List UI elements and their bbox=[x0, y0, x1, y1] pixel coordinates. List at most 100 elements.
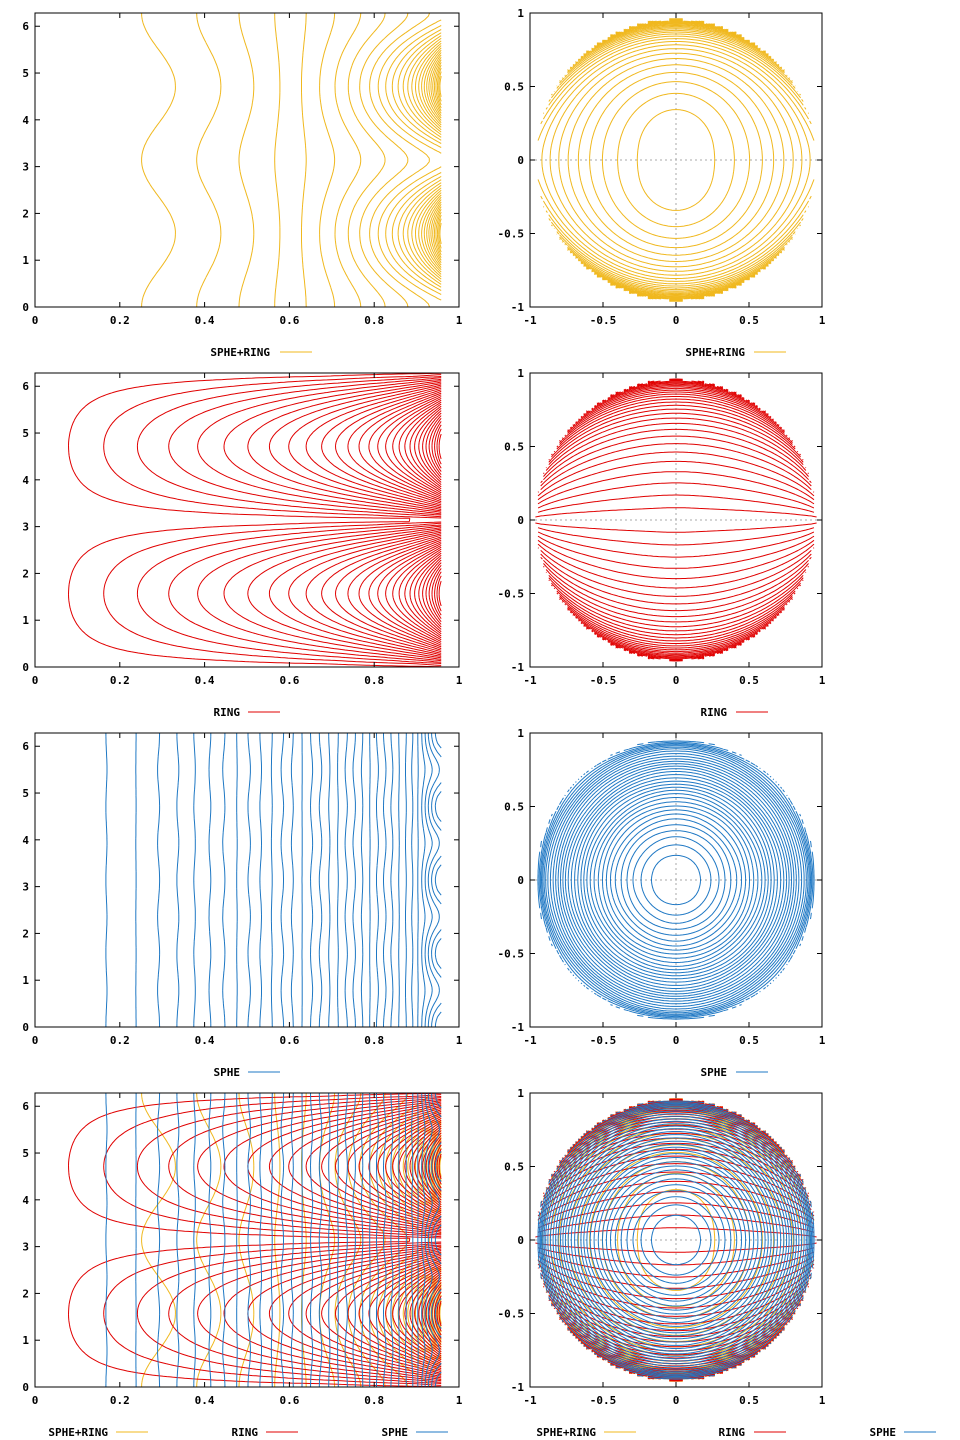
x-tick-label: -1 bbox=[523, 1034, 537, 1047]
contour-line bbox=[647, 378, 705, 662]
contour-line bbox=[577, 1140, 775, 1340]
contour-line bbox=[557, 1120, 795, 1360]
x-tick-label: 0.8 bbox=[364, 674, 384, 687]
x-tick-label: 1 bbox=[819, 1394, 826, 1407]
contour-line bbox=[538, 1101, 814, 1379]
contour-line bbox=[543, 746, 809, 1014]
contour-line bbox=[414, 1127, 442, 1353]
y-tick-label: 4 bbox=[22, 1194, 29, 1207]
contour-line bbox=[358, 392, 442, 648]
contour-line bbox=[549, 753, 803, 1007]
x-tick-label: 0.5 bbox=[739, 314, 759, 327]
contour-line bbox=[436, 1148, 442, 1332]
y-tick-label: -0.5 bbox=[498, 948, 525, 961]
contour-line bbox=[318, 732, 323, 1028]
contour-line bbox=[586, 22, 766, 298]
contour-line bbox=[593, 1157, 759, 1323]
contour-line bbox=[567, 27, 785, 293]
legend-label: SPHE+RING bbox=[685, 346, 745, 359]
contour-line bbox=[549, 1113, 803, 1367]
panel-p1: 0 0.2 0.4 0.6 0.8 1 0 1 2 3 4 5 6 SPHE+RING bbox=[22, 12, 463, 359]
contour-line bbox=[268, 1103, 442, 1377]
contour-line bbox=[647, 18, 705, 302]
contour-line bbox=[157, 1092, 161, 1388]
contour-line bbox=[328, 1093, 331, 1387]
contour-line bbox=[431, 421, 442, 619]
contour-line bbox=[556, 398, 796, 642]
contour-line bbox=[398, 1093, 400, 1387]
legend: SPHE+RING bbox=[685, 346, 786, 359]
contour-line bbox=[247, 381, 442, 659]
contour-line bbox=[409, 405, 442, 635]
contour-line bbox=[548, 33, 804, 287]
x-tick-label: 0 bbox=[673, 1034, 680, 1047]
contour-line bbox=[602, 1165, 750, 1315]
contour-line bbox=[280, 732, 285, 1028]
y-tick-label: 0 bbox=[517, 1234, 524, 1247]
contour-line bbox=[597, 1161, 755, 1319]
contour-line bbox=[334, 12, 362, 308]
contour-line bbox=[542, 1105, 810, 1375]
contour-line bbox=[421, 1092, 426, 1388]
contour-line bbox=[537, 471, 815, 569]
x-tick-label: 1 bbox=[819, 314, 826, 327]
x-tick-label: 0.8 bbox=[364, 1394, 384, 1407]
contour-line bbox=[434, 1092, 442, 1388]
y-tick-label: 1 bbox=[22, 614, 29, 627]
y-tick-label: 5 bbox=[22, 787, 29, 800]
contour-line bbox=[268, 383, 442, 657]
contour-line bbox=[567, 771, 785, 989]
contour-line bbox=[632, 1196, 720, 1284]
contour-line bbox=[222, 733, 226, 1027]
contour-line bbox=[176, 733, 180, 1027]
panel-p8: -1 -0.5 0 0.5 1 -1 -0.5 0 0.5 1 SPHE+RING RING SPHE bbox=[498, 1087, 936, 1439]
y-tick-label: 5 bbox=[22, 67, 29, 80]
contour-line bbox=[574, 777, 778, 983]
y-tick-label: 0 bbox=[517, 154, 524, 167]
contour-line bbox=[540, 428, 812, 612]
contour-line bbox=[614, 818, 738, 942]
contour-line bbox=[319, 12, 336, 308]
y-tick-label: 0.5 bbox=[504, 441, 524, 454]
contour-line bbox=[421, 732, 426, 1028]
y-tick-label: -0.5 bbox=[498, 228, 525, 241]
contour-line bbox=[141, 12, 176, 308]
contour-line bbox=[551, 31, 801, 289]
contour-line bbox=[105, 1093, 108, 1387]
contour-line bbox=[542, 745, 810, 1015]
contour-line bbox=[547, 1110, 805, 1370]
contour-line bbox=[583, 1146, 769, 1334]
contour-line bbox=[259, 733, 262, 1027]
contour-line bbox=[259, 1093, 262, 1387]
contour-line bbox=[438, 1153, 442, 1327]
contour-line bbox=[632, 836, 720, 924]
y-tick-label: 1 bbox=[517, 7, 524, 20]
contour-line bbox=[541, 744, 811, 1016]
x-tick-label: 1 bbox=[456, 1394, 463, 1407]
contour-line bbox=[557, 760, 795, 1000]
contour-line bbox=[247, 1093, 251, 1387]
contour-line bbox=[567, 25, 785, 295]
series-sphe bbox=[105, 1092, 442, 1388]
contour-line bbox=[538, 741, 814, 1019]
x-tick-label: -0.5 bbox=[590, 1034, 617, 1047]
contour-line bbox=[427, 732, 440, 1028]
contour-line bbox=[439, 1156, 442, 1324]
contour-line bbox=[414, 407, 442, 633]
y-tick-label: 5 bbox=[22, 427, 29, 440]
y-tick-label: 0 bbox=[517, 874, 524, 887]
contour-line bbox=[540, 38, 812, 282]
contour-line bbox=[596, 381, 756, 659]
contour-line bbox=[614, 1178, 738, 1302]
contour-line bbox=[405, 733, 407, 1027]
legend: SPHE bbox=[214, 1066, 280, 1079]
contour-line bbox=[601, 81, 751, 239]
legend-label: RING bbox=[232, 1426, 259, 1439]
contour-line bbox=[640, 844, 712, 916]
contour-line bbox=[537, 451, 815, 589]
contour-line bbox=[274, 13, 281, 307]
legend-label: SPHE bbox=[870, 1426, 897, 1439]
contour-line bbox=[290, 1092, 294, 1388]
plot-frame bbox=[34, 12, 460, 308]
y-tick-label: -0.5 bbox=[498, 588, 525, 601]
